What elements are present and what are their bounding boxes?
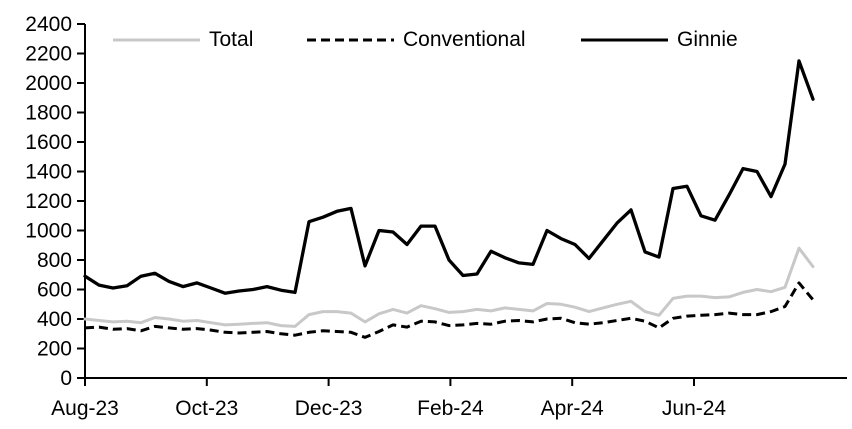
legend-label-total: Total [209,28,254,51]
x-axis-label: Apr-24 [541,397,604,420]
y-axis-label: 1800 [25,102,72,125]
y-axis-label: 2200 [25,43,72,66]
x-axis-label: Aug-23 [51,397,119,420]
total-line-swatch-icon [113,38,200,42]
y-axis-label: 1400 [25,161,72,184]
y-axis-label: 2400 [25,13,72,36]
x-axis-label: Dec-23 [295,397,363,420]
legend-label-conventional: Conventional [403,28,526,51]
x-axis-label: Jun-24 [662,397,727,420]
y-axis-label: 200 [37,338,72,361]
y-axis-label: 2000 [25,72,72,95]
legend-item-ginnie: Ginnie [581,28,738,52]
y-axis-label: 1600 [25,131,72,154]
y-axis-label: 600 [37,279,72,302]
total-series-line [83,246,815,328]
legend-item-conventional: Conventional [307,28,526,52]
dashed-line-swatch-icon [307,38,394,42]
x-axis-label: Feb-24 [417,397,484,420]
ginnie-series-line [83,59,815,295]
x-axis-label: Oct-23 [175,397,238,420]
y-axis-label: 800 [37,249,72,272]
y-axis-label: 1200 [25,190,72,213]
ginnie-line-swatch-icon [581,38,668,42]
y-axis-label: 400 [37,308,72,331]
conventional-series-line [84,281,815,339]
axes [84,24,847,379]
y-axis-label: 1000 [25,220,72,243]
y-axis-label: 0 [60,367,72,390]
legend-label-ginnie: Ginnie [677,28,738,51]
legend-item-total: Total [113,28,253,52]
